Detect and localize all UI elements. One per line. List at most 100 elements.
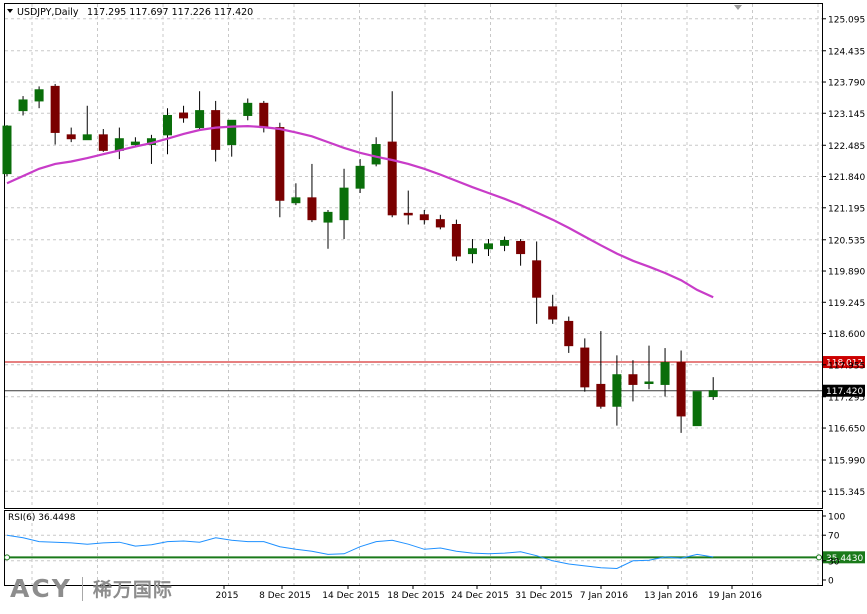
candle-body	[18, 99, 28, 112]
candle-body	[82, 134, 92, 141]
time-tick-label: 14 Dec 2015	[322, 591, 380, 601]
ohlc-values: 117.295 117.697 117.226 117.420	[87, 7, 253, 18]
symbol-dropdown-icon[interactable]	[7, 9, 13, 13]
candlesticks	[2, 83, 718, 433]
price-tick-label: 121.195	[828, 204, 865, 214]
time-tick-label: 7 Jan 2016	[580, 591, 628, 601]
rsi-level-badge	[823, 551, 865, 564]
candle-body	[387, 141, 397, 216]
time-tick-label: 19 Jan 2016	[708, 591, 762, 601]
price-tick-label: 116.650	[828, 425, 865, 435]
candle-body	[676, 362, 686, 417]
time-tick-label: 31 Dec 2015	[515, 591, 573, 601]
candle-body	[564, 320, 574, 347]
candle-body	[467, 248, 477, 255]
rsi-axis: 100 70 30 0	[822, 513, 845, 587]
price-tick-label: 122.485	[828, 142, 865, 152]
rsi-grid-lines	[5, 511, 822, 585]
time-axis: 2015 8 Dec 2015 14 Dec 2015 18 Dec 2015 24 D…	[216, 585, 762, 601]
rsi-tick-label: 30	[828, 557, 840, 567]
candle-body	[403, 212, 413, 216]
time-tick-label: 8 Dec 2015	[259, 591, 311, 601]
candle-body	[628, 374, 638, 385]
candle-body	[532, 260, 542, 298]
candle-body	[179, 112, 189, 119]
candle-body	[163, 114, 172, 136]
rsi-level-handle-right	[816, 554, 822, 561]
candle-body	[660, 362, 670, 385]
brand-subtitle: 稀万国际	[92, 579, 173, 601]
price-tick-label: 119.890	[828, 268, 865, 278]
rsi-level-label: 35.4430	[826, 554, 863, 564]
brand-separator	[81, 576, 83, 601]
candle-body	[580, 347, 590, 388]
price-level-badge	[823, 356, 865, 369]
candle-body	[644, 381, 654, 384]
rsi-level-handle-left	[4, 554, 10, 561]
price-tick-label: 115.345	[828, 488, 865, 498]
rsi-tick-label: 100	[828, 513, 845, 523]
candle-body	[34, 89, 44, 102]
brand-logo: ACY	[10, 574, 72, 603]
price-level-label: 117.420	[826, 387, 863, 397]
candle-body	[484, 243, 493, 250]
price-tick-label: 121.840	[828, 173, 865, 183]
candle-body	[291, 197, 301, 204]
candle-body	[596, 383, 606, 407]
candle-body	[355, 165, 365, 189]
time-tick-label: 13 Jan 2016	[644, 591, 698, 601]
price-tick-label: 117.955	[828, 361, 865, 371]
time-tick-label: 24 Dec 2015	[451, 591, 509, 601]
price-tick-label: 123.790	[828, 79, 865, 89]
candle-body	[275, 127, 285, 201]
price-level-badge	[823, 384, 865, 397]
candle-body	[516, 240, 526, 255]
brand-watermark: ACY 稀万国际	[10, 574, 173, 603]
candle-body	[419, 214, 429, 221]
price-tick-label: 119.245	[828, 299, 865, 309]
price-tick-label: 125.095	[828, 15, 865, 25]
candle-body	[548, 306, 558, 320]
price-level-label: 118.012	[826, 359, 863, 369]
candle-body	[195, 110, 205, 129]
candle-body	[50, 85, 60, 133]
price-panel-frame	[4, 3, 823, 509]
candle-body	[708, 390, 718, 398]
time-tick-label: 18 Dec 2015	[387, 591, 445, 601]
candle-body	[66, 134, 76, 140]
moving-average-line	[6, 124, 714, 299]
candle-body	[451, 224, 461, 257]
rsi-tick-label: 0	[828, 577, 834, 587]
rsi-title: RSI(6) 36.4498	[8, 513, 76, 523]
candle-body	[243, 102, 253, 116]
candle-body	[371, 144, 381, 165]
symbol-label: USDJPY,Daily	[17, 7, 79, 18]
price-tick-label: 120.535	[828, 236, 865, 246]
rsi-line	[6, 534, 714, 570]
shift-marker-icon[interactable]	[734, 5, 742, 10]
candle-body	[130, 141, 140, 146]
rsi-tick-label: 70	[828, 532, 840, 542]
candle-body	[500, 239, 510, 246]
rsi-panel-frame	[4, 510, 823, 586]
price-tick-label: 115.990	[828, 457, 865, 467]
candle-body	[307, 197, 317, 221]
price-axis: 125.095 124.435 123.790 123.145 122.485 121.8…	[822, 15, 865, 498]
candle-body	[323, 211, 333, 223]
candle-body	[339, 187, 349, 221]
candle-body	[259, 102, 269, 129]
price-tick-label: 118.600	[828, 330, 865, 340]
candle-body	[2, 125, 12, 175]
candle-body	[692, 391, 702, 427]
price-tick-label: 117.295	[828, 393, 865, 403]
price-tick-label: 124.435	[828, 47, 865, 57]
candle-body	[612, 374, 622, 407]
time-tick-label: 2015	[216, 591, 239, 601]
price-tick-label: 123.145	[828, 110, 865, 120]
candle-body	[227, 119, 237, 146]
price-levels: 118.012 117.420	[5, 356, 865, 397]
candle-body	[435, 219, 445, 228]
candle-body	[211, 110, 221, 150]
